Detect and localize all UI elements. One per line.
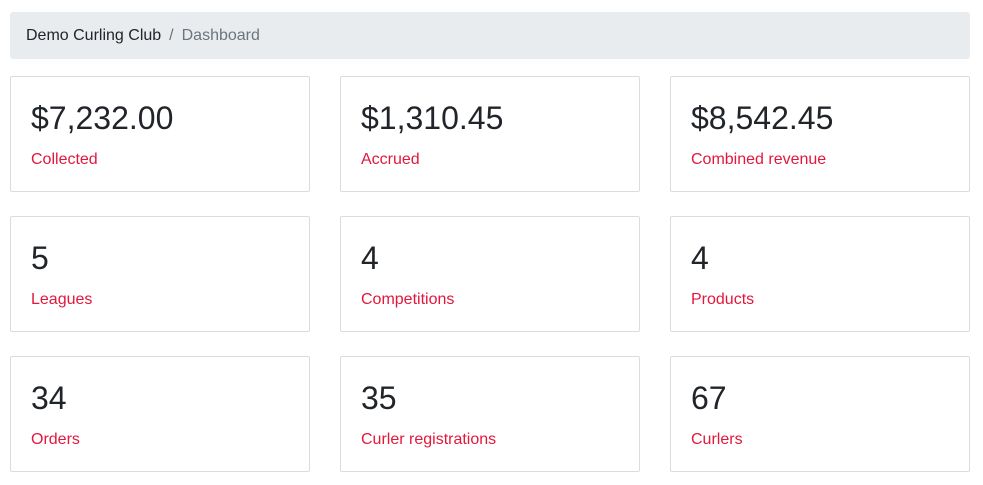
stat-value: $1,310.45 [361, 100, 504, 136]
breadcrumb: Demo Curling Club / Dashboard [10, 12, 970, 59]
stat-value: 4 [361, 240, 379, 276]
breadcrumb-link[interactable]: Demo Curling Club [26, 26, 162, 44]
stat-card: 67 Curlers [670, 356, 970, 472]
stat-label[interactable]: Leagues [31, 291, 93, 308]
stat-card: $1,310.45 Accrued [340, 76, 640, 192]
stat-card: 5 Leagues [10, 216, 310, 332]
stat-label[interactable]: Curler registrations [361, 431, 497, 448]
stat-card: 4 Competitions [340, 216, 640, 332]
stat-value: $8,542.45 [691, 100, 834, 136]
stat-value: 35 [361, 380, 397, 416]
stat-card: $7,232.00 Collected [10, 76, 310, 192]
stat-card: 4 Products [670, 216, 970, 332]
stat-label[interactable]: Orders [31, 431, 80, 448]
stat-value: 4 [691, 240, 709, 276]
stat-label[interactable]: Products [691, 291, 755, 308]
stat-value: 34 [31, 380, 67, 416]
stat-value: 5 [31, 240, 49, 276]
card-grid: $7,232.00 Collected $1,310.45 Accrued $8,542… [10, 76, 970, 472]
stat-card: $8,542.45 Combined revenue [670, 76, 970, 192]
stat-label[interactable]: Combined revenue [691, 151, 827, 168]
breadcrumb-current: Dashboard [181, 26, 260, 44]
stat-label[interactable]: Competitions [361, 291, 455, 308]
breadcrumb-separator: / [169, 26, 174, 44]
stat-value: $7,232.00 [31, 100, 174, 136]
stat-card: 35 Curler registrations [340, 356, 640, 472]
stat-label[interactable]: Accrued [361, 151, 420, 168]
stat-card: 34 Orders [10, 356, 310, 472]
stat-label[interactable]: Curlers [691, 431, 743, 448]
stat-label[interactable]: Collected [31, 151, 98, 168]
stat-value: 67 [691, 380, 727, 416]
